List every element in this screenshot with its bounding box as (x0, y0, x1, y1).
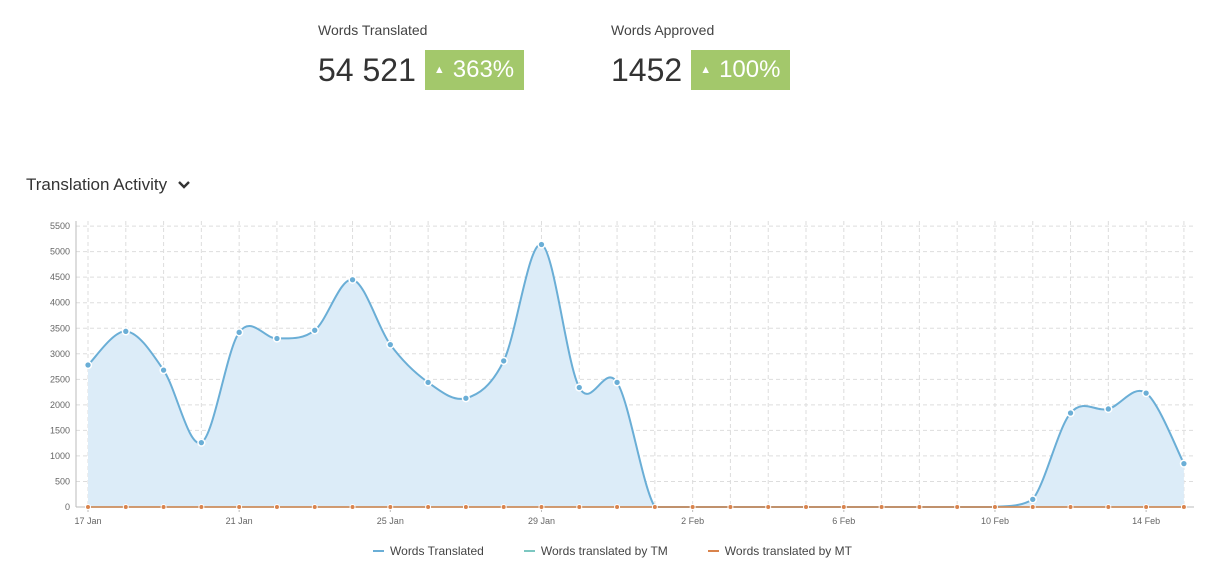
mt-point (1067, 504, 1074, 510)
change-value: 100% (719, 56, 781, 83)
legend-swatch (523, 550, 535, 552)
mt-point (462, 504, 469, 510)
words-translated-point (159, 365, 168, 375)
mt-point (122, 504, 129, 510)
words-translated-point (1141, 388, 1151, 398)
mt-point (651, 504, 658, 510)
words-translated-point (1104, 404, 1113, 414)
mt-point (614, 504, 621, 510)
section-title-dropdown[interactable]: Translation Activity (26, 175, 191, 195)
legend-label: Words Translated (390, 544, 484, 558)
mt-point (425, 504, 432, 510)
words-translated-point (1066, 408, 1075, 418)
stat-label: Words Approved (611, 22, 715, 38)
mt-point (991, 504, 998, 510)
mt-point (765, 504, 772, 510)
y-tick-label: 3000 (50, 349, 70, 359)
mt-point (954, 504, 961, 510)
mt-point (689, 504, 696, 510)
mt-point (85, 504, 91, 510)
y-tick-label: 1500 (50, 425, 70, 435)
mt-point (727, 504, 734, 510)
words-translated-point (499, 356, 508, 366)
mt-point (576, 504, 583, 510)
y-tick-label: 5500 (50, 221, 70, 231)
stat-label: Words Translated (318, 22, 428, 38)
change-badge: ▲ 100% (691, 50, 791, 90)
x-tick-label: 21 Jan (226, 516, 253, 526)
x-tick-label: 14 Feb (1132, 516, 1160, 526)
legend-swatch (373, 550, 385, 552)
mt-point (1105, 504, 1112, 510)
legend-item-mt[interactable]: Words translated by MT (707, 544, 852, 558)
y-tick-label: 3500 (50, 323, 70, 333)
mt-point (198, 504, 205, 510)
x-tick-label: 2 Feb (681, 516, 704, 526)
y-tick-label: 4500 (50, 272, 70, 282)
x-tick-label: 6 Feb (832, 516, 855, 526)
translation-activity-chart: 0 500 1000 1500 2000 2500 3000 3500 4000 4500 5000… (50, 221, 1194, 526)
legend-label: Words translated by TM (540, 544, 668, 558)
legend-swatch (707, 550, 719, 552)
y-tick-label: 1000 (50, 451, 70, 461)
legend-item-tm[interactable]: Words translated by TM (523, 544, 668, 558)
change-value: 363% (452, 56, 515, 83)
mt-point (916, 504, 923, 510)
y-tick-label: 500 (55, 476, 70, 486)
x-tick-label: 25 Jan (377, 516, 404, 526)
chevron-down-icon (178, 181, 190, 189)
mt-point (1029, 504, 1036, 510)
mt-point (349, 504, 356, 510)
y-tick-label: 4000 (50, 298, 70, 308)
stat-value: 1452 (611, 52, 683, 88)
words-translated-point (1028, 495, 1037, 504)
words-translated-point (235, 328, 244, 337)
words-translated-point (461, 394, 471, 403)
words-translated-point (612, 378, 622, 387)
mt-point (236, 504, 243, 510)
mt-point (500, 504, 507, 510)
mt-point (538, 504, 545, 510)
stat-words-translated: Words Translated 54 521 ▲ 363% (318, 22, 525, 90)
mt-point (840, 504, 847, 510)
legend-label: Words translated by MT (724, 544, 852, 558)
x-tick-label: 29 Jan (528, 516, 555, 526)
y-tick-label: 5000 (50, 247, 70, 257)
mt-point (878, 504, 885, 510)
triangle-up-icon: ▲ (700, 64, 712, 76)
words-translated-point (121, 327, 130, 336)
words-translated-point (197, 438, 206, 447)
words-translated-area (88, 244, 1184, 508)
words-translated-point (575, 383, 584, 392)
words-translated-point (537, 240, 546, 249)
mt-point (803, 504, 810, 510)
x-tick-label: 10 Feb (981, 516, 1009, 526)
x-tick-label: 17 Jan (74, 516, 101, 526)
mt-point (273, 504, 280, 510)
change-badge: ▲ 363% (424, 50, 525, 90)
mt-point (1180, 504, 1187, 510)
stat-words-approved: Words Approved 1452 ▲ 100% (611, 22, 791, 90)
words-translated-point (310, 326, 319, 335)
mt-point (311, 504, 318, 510)
mt-point (1143, 504, 1150, 510)
legend-item-translated[interactable]: Words Translated (373, 544, 484, 558)
words-translated-point (423, 378, 433, 387)
section-title: Translation Activity (26, 175, 168, 194)
words-translated-point (348, 275, 357, 284)
triangle-up-icon: ▲ (433, 64, 445, 76)
mt-point (387, 504, 394, 510)
y-tick-label: 2000 (50, 400, 70, 410)
stat-value: 54 521 (318, 52, 416, 88)
y-tick-label: 0 (65, 502, 70, 512)
words-translated-point (83, 360, 93, 370)
words-translated-point (272, 334, 282, 343)
mt-point (160, 504, 167, 510)
chart-legend: Words Translated Words translated by TM … (0, 544, 1225, 558)
words-translated-point (386, 340, 395, 349)
words-translated-point (1179, 459, 1189, 468)
y-tick-label: 2500 (50, 374, 70, 384)
